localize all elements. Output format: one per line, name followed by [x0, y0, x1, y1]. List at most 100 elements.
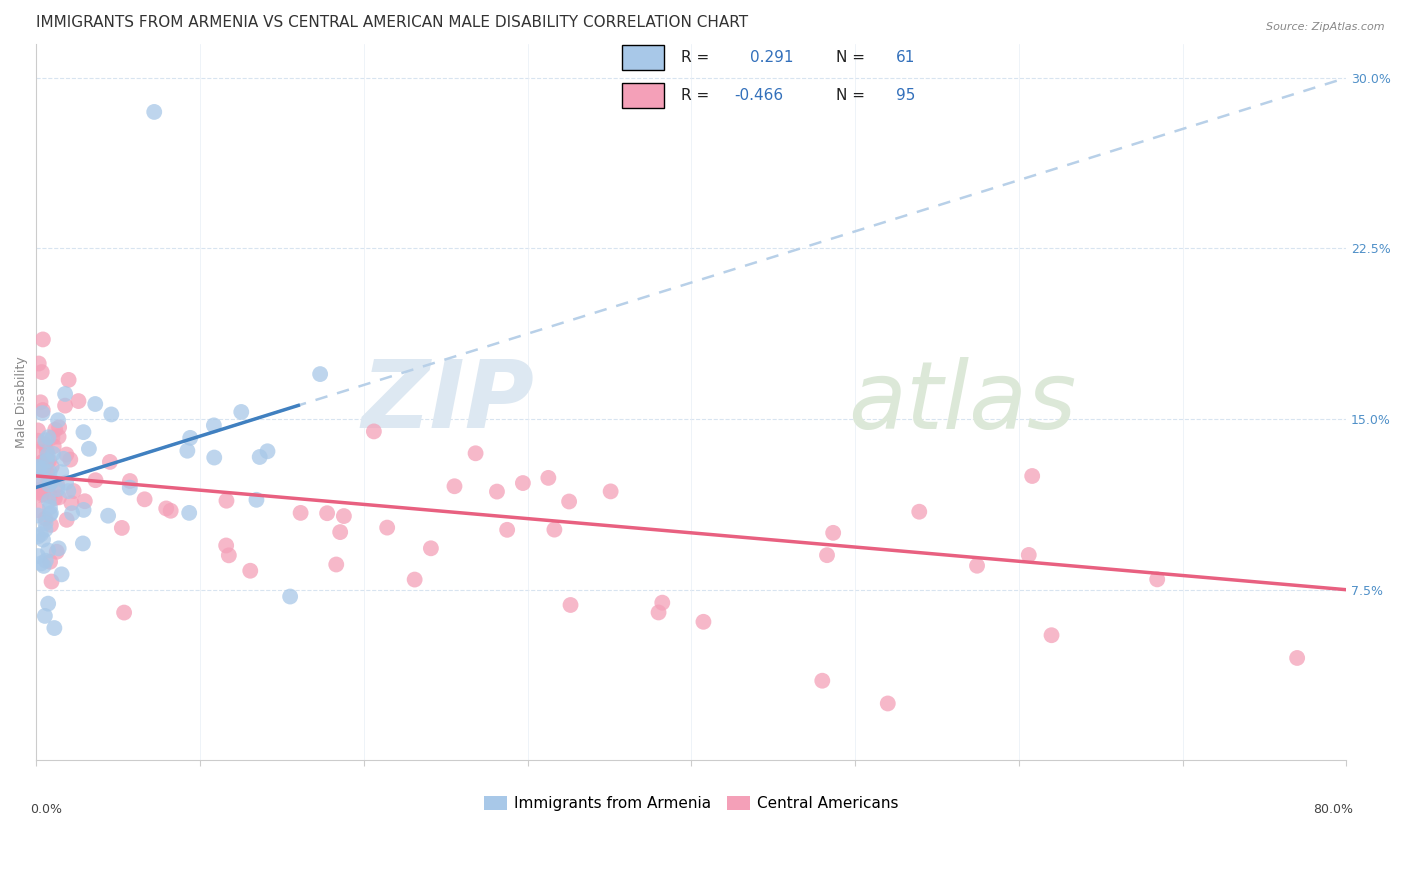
Point	[811, 673, 834, 688]
Point	[31, 406, 53, 420]
Point	[143, 104, 166, 119]
Point	[35, 554, 58, 568]
Point	[39, 500, 62, 515]
Point	[419, 541, 441, 556]
Point	[55, 475, 77, 490]
Point	[38, 477, 60, 491]
Point	[38, 465, 60, 479]
Point	[34, 511, 56, 525]
Point	[179, 506, 201, 520]
Point	[908, 505, 931, 519]
Point	[72, 503, 94, 517]
Point	[1146, 573, 1168, 587]
Point	[1040, 628, 1063, 642]
Text: 80.0%: 80.0%	[1313, 804, 1353, 816]
Point	[97, 508, 120, 523]
Point	[42, 439, 65, 453]
Point	[51, 465, 73, 479]
Point	[249, 450, 271, 464]
Point	[245, 492, 267, 507]
Point	[815, 548, 838, 562]
Point	[44, 621, 66, 635]
Point	[464, 446, 486, 460]
Text: 95: 95	[896, 88, 915, 103]
Point	[27, 424, 49, 438]
Point	[100, 408, 122, 422]
Point	[48, 420, 70, 434]
Point	[38, 476, 60, 491]
Text: 61: 61	[896, 50, 915, 65]
Point	[32, 454, 55, 468]
Point	[558, 494, 581, 508]
Point	[823, 525, 845, 540]
Point	[53, 387, 76, 401]
Y-axis label: Male Disability: Male Disability	[15, 356, 28, 448]
Point	[363, 425, 385, 439]
Point	[37, 448, 59, 462]
Point	[48, 430, 70, 444]
Text: IMMIGRANTS FROM ARMENIA VS CENTRAL AMERICAN MALE DISABILITY CORRELATION CHART: IMMIGRANTS FROM ARMENIA VS CENTRAL AMERI…	[37, 15, 748, 30]
Point	[231, 405, 253, 419]
Text: 0.291: 0.291	[751, 50, 794, 65]
Point	[28, 485, 51, 500]
Point	[35, 444, 58, 458]
Point	[38, 489, 60, 503]
Point	[27, 508, 49, 523]
Point	[39, 517, 62, 532]
Point	[44, 491, 66, 506]
Point	[239, 564, 262, 578]
Point	[27, 471, 49, 485]
Text: R =: R =	[681, 50, 709, 65]
Point	[404, 573, 426, 587]
Point	[31, 461, 53, 475]
Point	[118, 481, 141, 495]
Point	[28, 444, 51, 458]
Point	[1286, 651, 1309, 665]
Point	[30, 395, 52, 409]
Point	[52, 451, 75, 466]
Point	[443, 479, 465, 493]
Point	[512, 476, 534, 491]
Point	[27, 549, 49, 563]
Point	[31, 333, 53, 347]
Point	[38, 453, 60, 467]
Point	[290, 506, 312, 520]
Point	[34, 523, 56, 537]
Point	[1018, 548, 1040, 562]
Point	[485, 484, 508, 499]
Point	[46, 482, 69, 496]
Point	[41, 431, 63, 445]
Point	[45, 545, 67, 559]
Point	[37, 430, 59, 444]
Point	[218, 549, 240, 563]
Point	[60, 496, 83, 510]
Point	[48, 491, 70, 505]
Point	[1021, 469, 1043, 483]
Point	[84, 473, 107, 487]
Text: ZIP: ZIP	[361, 356, 534, 448]
Text: -0.466: -0.466	[734, 88, 783, 103]
Point	[375, 520, 398, 534]
Point	[325, 558, 347, 572]
Point	[53, 399, 76, 413]
Point	[35, 454, 58, 468]
Point	[60, 506, 83, 520]
Point	[67, 394, 90, 409]
FancyBboxPatch shape	[621, 83, 665, 109]
Point	[42, 447, 65, 461]
Point	[112, 606, 135, 620]
Point	[134, 492, 156, 507]
Point	[876, 697, 898, 711]
Point	[35, 458, 58, 472]
Point	[215, 539, 238, 553]
Point	[32, 558, 55, 573]
Point	[692, 615, 714, 629]
Point	[37, 597, 59, 611]
Point	[256, 444, 278, 458]
Point	[32, 533, 55, 547]
Point	[30, 557, 52, 571]
Point	[329, 525, 352, 540]
Point	[48, 541, 70, 556]
Text: Source: ZipAtlas.com: Source: ZipAtlas.com	[1267, 22, 1385, 32]
Point	[41, 574, 63, 589]
